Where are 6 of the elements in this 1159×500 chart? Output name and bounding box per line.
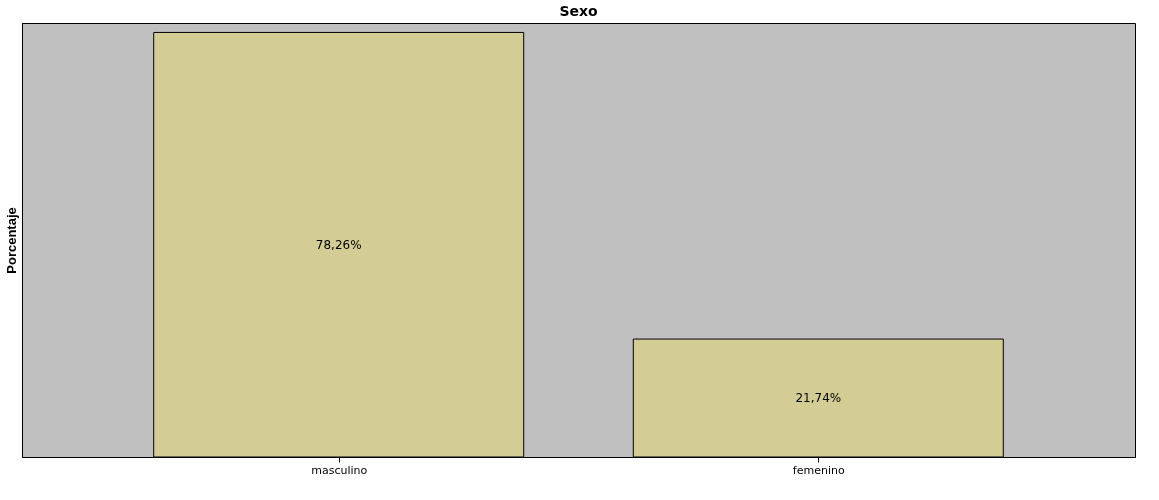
chart-title: Sexo	[559, 3, 598, 19]
x-tick-label: masculino	[311, 463, 368, 477]
x-tick-label: femenino	[792, 463, 845, 477]
data-label: 21,74%	[795, 391, 842, 406]
data-label: 78,26%	[315, 237, 362, 252]
y-axis-title: Porcentaje	[3, 207, 19, 274]
